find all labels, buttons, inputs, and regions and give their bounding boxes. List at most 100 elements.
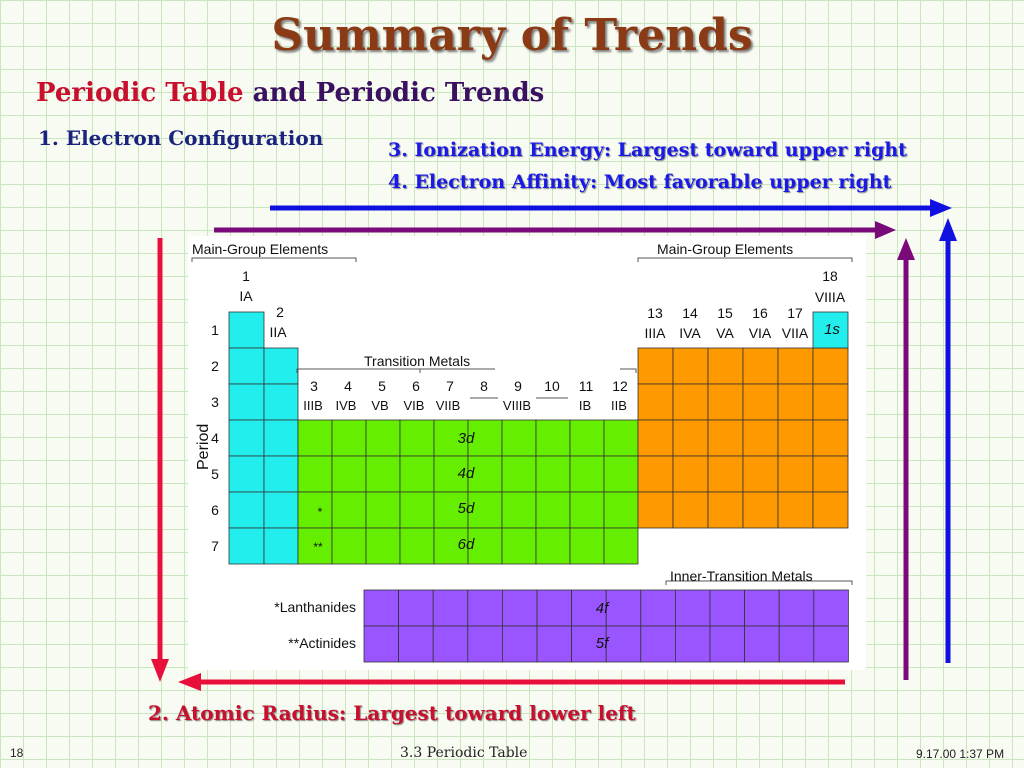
element-cell-p [672, 491, 709, 529]
element-cell-d [535, 491, 571, 529]
element-cell-d [569, 527, 605, 565]
element-cell-p [742, 455, 779, 493]
period-number: 7 [211, 538, 219, 554]
element-cell-f [398, 589, 434, 627]
group-roman: VIB [404, 398, 425, 413]
element-cell-d [365, 491, 401, 529]
group-1-roman: IA [239, 288, 253, 304]
period-number: 1 [211, 322, 219, 338]
block-label-3d: 3d [458, 430, 475, 447]
group-2-number: 2 [276, 304, 284, 320]
element-cell-p [637, 419, 674, 457]
group-number: 9 [514, 378, 522, 394]
trend-arrows [151, 199, 957, 691]
element-cell-p [742, 347, 779, 385]
element-cell-d [297, 419, 333, 457]
element-cell-p [742, 383, 779, 421]
period-numbers: 1 2 3 4 5 6 7 [211, 322, 219, 554]
element-cell-f [432, 589, 469, 627]
radius-arrowhead-down [151, 659, 169, 682]
slide-number: 18 [10, 746, 24, 760]
element-cell-s [263, 347, 299, 385]
period-number: 3 [211, 394, 219, 410]
element-cell-f [363, 589, 399, 627]
element-cell-d [331, 491, 367, 529]
group-header: 13 [647, 305, 663, 321]
element-cell-f [571, 589, 607, 627]
element-cell-p [637, 383, 674, 421]
group-header: 17 [787, 305, 803, 321]
element-cell-s [228, 527, 265, 565]
group-header: VA [716, 325, 734, 341]
group-roman: VIIIB [503, 398, 531, 413]
lanthanide-marker: * [318, 505, 323, 519]
element-cell-f [501, 625, 538, 663]
group-18-roman: VIIIA [815, 289, 846, 305]
group-number: 8 [480, 378, 488, 394]
element-cell-d [501, 419, 537, 457]
group-2-roman: IIA [269, 324, 287, 340]
element-cell-p [672, 383, 709, 421]
element-cell-s [263, 455, 299, 493]
element-cell-f [709, 589, 745, 627]
element-cell-d [399, 419, 435, 457]
element-cell-p [672, 347, 709, 385]
element-cell-d [569, 491, 605, 529]
element-cell-f [778, 625, 815, 663]
element-cell-d [467, 491, 503, 529]
element-cell-d [603, 527, 639, 565]
element-cell-f [363, 625, 399, 663]
group-roman: IB [579, 398, 591, 413]
slide-title: Summary of Trends [271, 10, 753, 61]
element-cell-p [637, 455, 674, 493]
element-cell-d [501, 527, 537, 565]
element-cell-d [569, 419, 605, 457]
trend-ionization-energy: 3. Ionization Energy: Largest toward upp… [388, 139, 907, 161]
element-cell-f [640, 625, 676, 663]
subtitle-periodic-trends: and Periodic Trends [243, 78, 545, 108]
element-cell-d [569, 455, 605, 493]
element-cell-s [228, 419, 265, 457]
group-number: 11 [579, 378, 594, 394]
element-cell-f [675, 625, 711, 663]
trend-electron-configuration: 1. Electron Configuration [38, 126, 324, 150]
element-cell-d [365, 419, 401, 457]
actinides-label: **Actinides [288, 635, 356, 651]
element-cell-f [467, 625, 503, 663]
element-cell-he [812, 311, 849, 349]
footer-date: 9.17.00 1:37 PM [916, 747, 1005, 761]
lanthanides-label: *Lanthanides [274, 599, 356, 615]
element-cell-p [812, 491, 849, 529]
element-cell-d [603, 491, 639, 529]
element-cell-f [467, 589, 503, 627]
element-cell-d [399, 491, 435, 529]
group-header: IVA [679, 325, 701, 341]
group-roman: VIIB [436, 398, 461, 413]
period-axis-label: Period [195, 424, 212, 470]
group-roman: IVB [336, 398, 357, 413]
group-1-number: 1 [242, 268, 250, 284]
group-roman: IIIB [303, 398, 323, 413]
element-cell-f [675, 589, 711, 627]
element-cell-d [603, 419, 639, 457]
element-cell-f [605, 625, 642, 663]
group-header: VIA [749, 325, 772, 341]
element-cell-d [331, 419, 367, 457]
element-cell-d [399, 527, 435, 565]
period-number: 2 [211, 358, 219, 374]
slide-subtitle: Periodic Table and Periodic Trends [36, 78, 544, 108]
element-cell-p [637, 491, 674, 529]
element-cell-s [263, 491, 299, 529]
period-number: 5 [211, 466, 219, 482]
element-cell-s [263, 383, 299, 421]
element-cell-s [228, 383, 265, 421]
radius-arrowhead-left [178, 673, 201, 691]
group-number: 10 [544, 378, 560, 394]
element-cell-f [571, 625, 607, 663]
element-cell-p [707, 491, 744, 529]
block-label-5f: 5f [596, 635, 610, 652]
ionization-arrowhead-right [930, 199, 952, 217]
element-cell-s [228, 491, 265, 529]
element-cell-d [603, 455, 639, 493]
element-cell-f [709, 625, 745, 663]
